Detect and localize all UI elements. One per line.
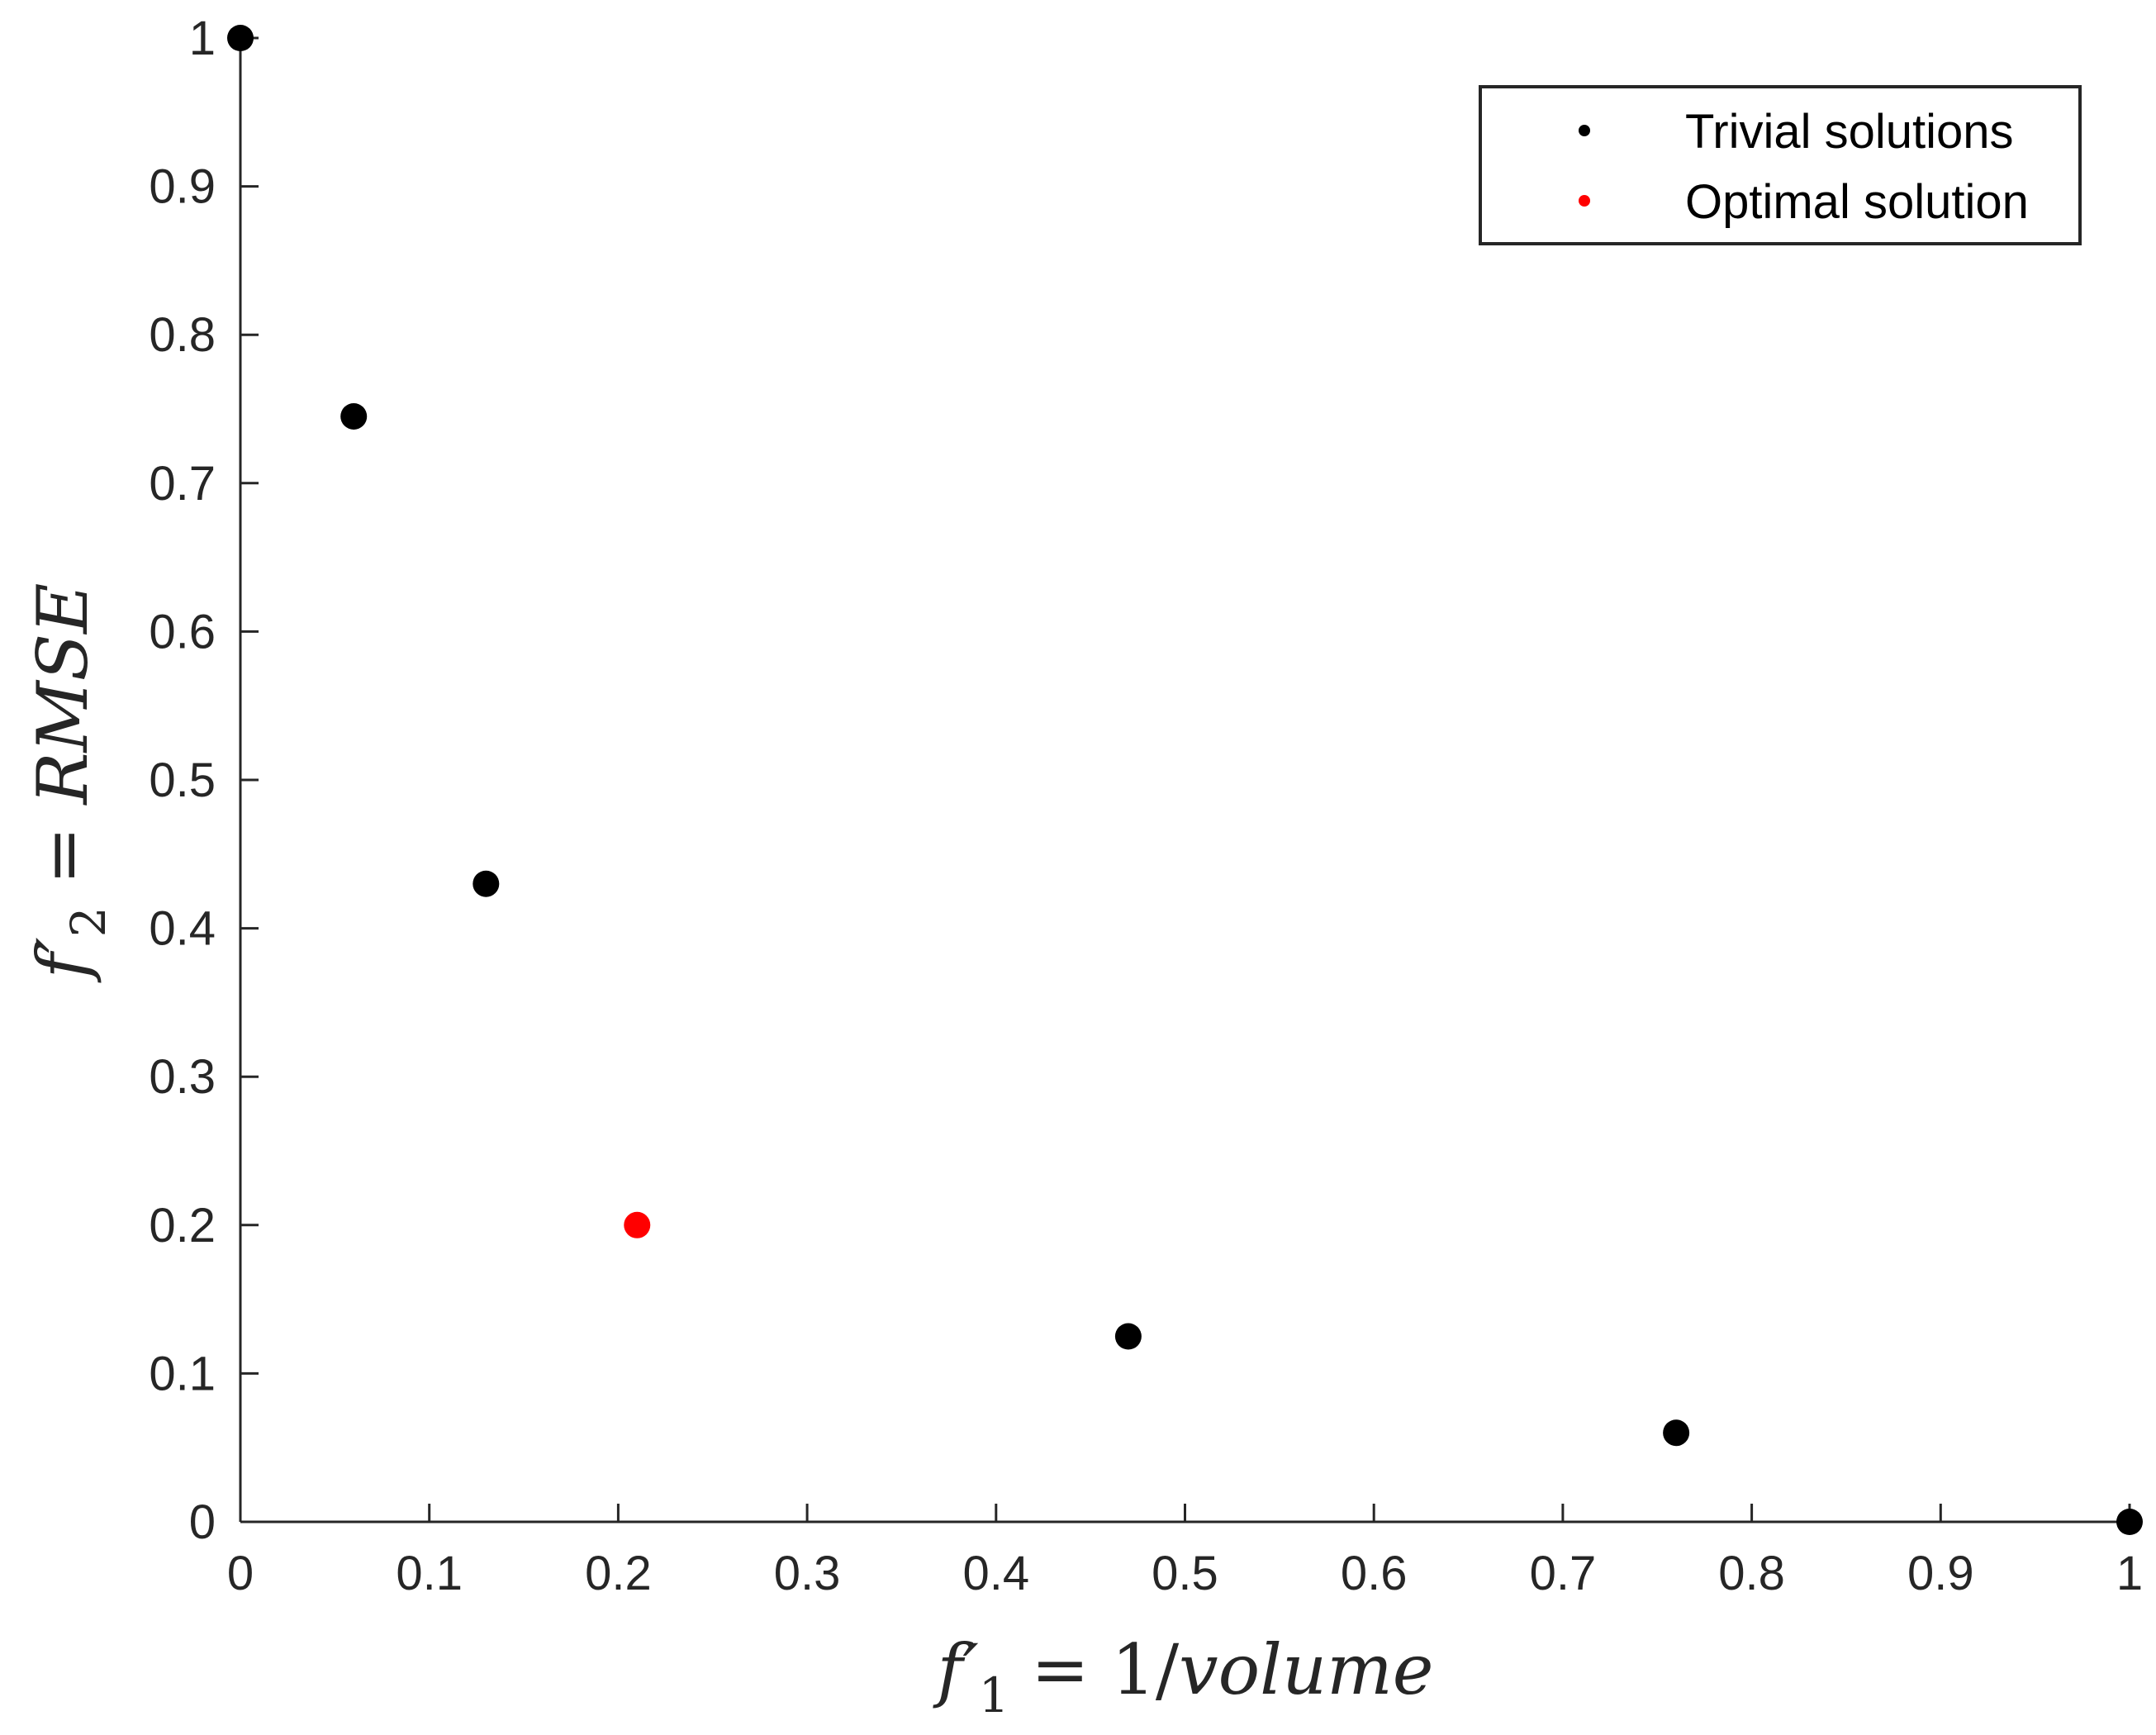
legend: Trivial solutions Optimal solution [1479, 85, 2082, 245]
trivial-solution-point [227, 25, 254, 51]
x-tick-label: 0.7 [1530, 1547, 1597, 1600]
x-tick-label: 0.3 [774, 1547, 841, 1600]
ticks: 0 0.1 0.2 0.3 0.4 0.5 0.6 0.7 0.8 0.9 1 0 0.1 0.2 0.3 0… [149, 12, 2143, 1600]
legend-marker-optimal [1579, 195, 1590, 207]
y-tick-label: 0.2 [149, 1199, 216, 1253]
y-tick-label: 0.5 [149, 753, 216, 807]
x-axis-title: f′1 = 1/volume [933, 1629, 1434, 1723]
data-points [227, 25, 2143, 1535]
legend-label-optimal: Optimal solution [1685, 175, 2029, 229]
y-tick-label: 0 [189, 1495, 216, 1549]
trivial-solution-point [1663, 1419, 1690, 1447]
y-tick-label: 0.9 [149, 160, 216, 214]
x-tick-label: 1 [2116, 1547, 2143, 1600]
y-tick-label: 0.3 [149, 1050, 216, 1104]
x-tick-label: 0.8 [1718, 1547, 1785, 1600]
trivial-solution-point [1114, 1323, 1142, 1350]
trivial-solution-point [2116, 1509, 2143, 1535]
x-tick-label: 0.5 [1152, 1547, 1218, 1600]
legend-box [1479, 85, 2082, 245]
x-tick-label: 0 [227, 1547, 254, 1600]
trivial-solution-point [340, 402, 368, 430]
x-tick-label: 0.9 [1907, 1547, 1974, 1600]
y-tick-label: 1 [189, 12, 216, 65]
optimal-solution-point [624, 1211, 651, 1238]
trivial-solution-point [473, 870, 500, 897]
y-tick-label: 0.8 [149, 308, 216, 362]
axes [239, 38, 2130, 1523]
x-tick-label: 0.1 [396, 1547, 463, 1600]
y-tick-label: 0.6 [149, 605, 216, 658]
legend-label-trivial: Trivial solutions [1685, 105, 2014, 159]
y-tick-label: 0.1 [149, 1347, 216, 1400]
x-tick-label: 0.2 [585, 1547, 652, 1600]
legend-marker-trivial [1579, 125, 1590, 136]
y-tick-label: 0.7 [149, 457, 216, 511]
y-axis-title: f′2 = RMSE [22, 583, 116, 984]
x-tick-label: 0.4 [962, 1547, 1029, 1600]
x-tick-label: 0.6 [1341, 1547, 1408, 1600]
y-tick-label: 0.4 [149, 902, 216, 956]
